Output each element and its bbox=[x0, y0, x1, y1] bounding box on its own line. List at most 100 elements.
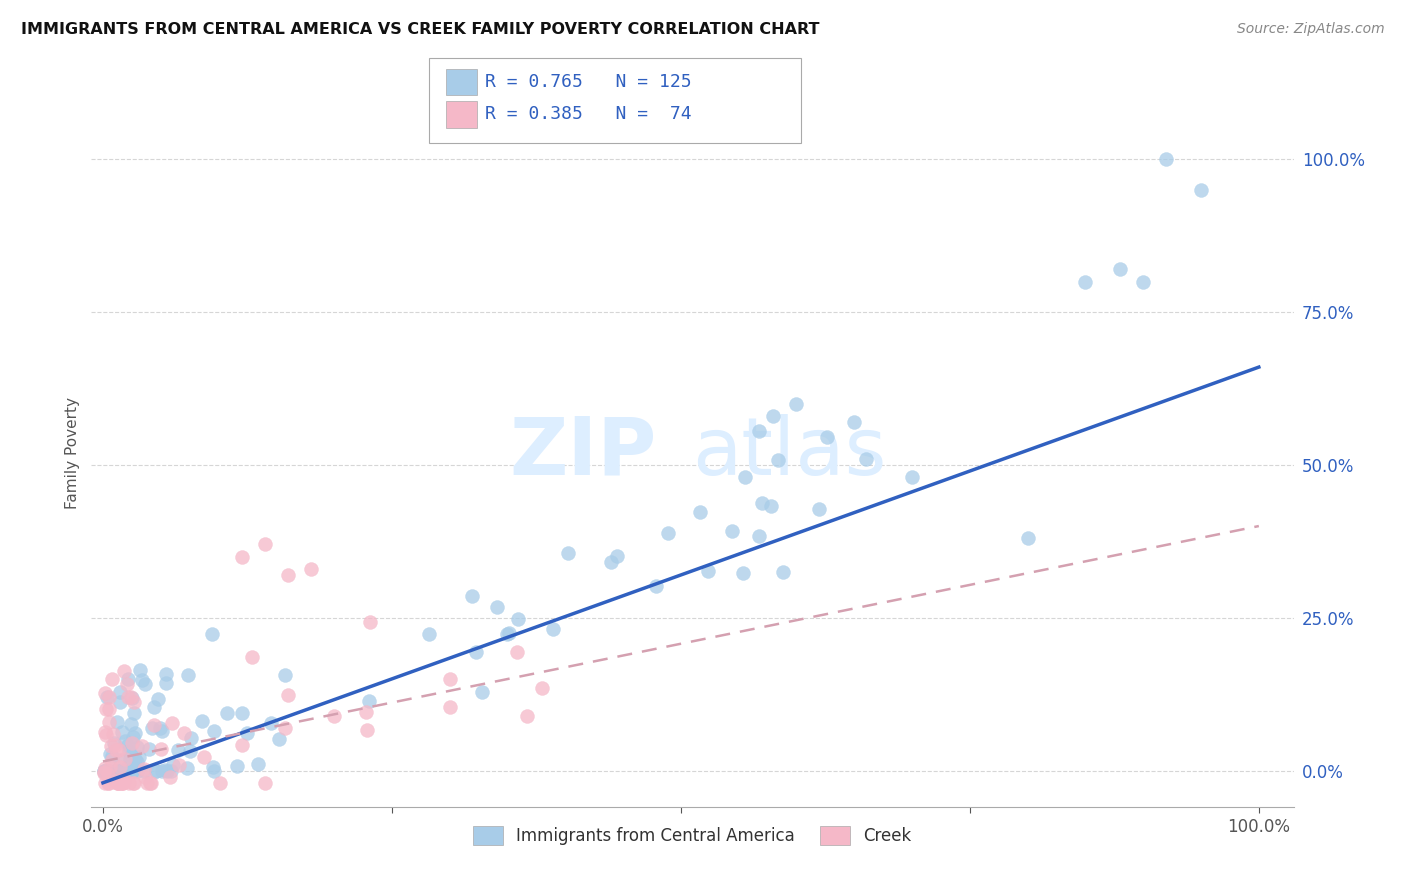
Point bbox=[901, 470, 924, 484]
Point bbox=[118, 752, 141, 766]
Point bbox=[721, 524, 744, 538]
Point bbox=[134, 770, 156, 784]
Point bbox=[122, 761, 145, 775]
Point bbox=[100, 739, 122, 753]
Point bbox=[107, 764, 129, 778]
Point bbox=[110, 760, 132, 774]
Point bbox=[139, 776, 162, 790]
Text: R = 0.765   N = 125: R = 0.765 N = 125 bbox=[485, 73, 692, 91]
Point bbox=[114, 733, 136, 747]
Point bbox=[122, 776, 145, 790]
Point bbox=[120, 690, 142, 704]
Point bbox=[855, 452, 877, 467]
Point bbox=[761, 500, 783, 514]
Text: R = 0.385   N =  74: R = 0.385 N = 74 bbox=[485, 105, 692, 123]
Point bbox=[274, 721, 297, 735]
Point bbox=[104, 764, 127, 778]
Point bbox=[169, 757, 191, 772]
Point bbox=[155, 763, 177, 777]
Point bbox=[94, 776, 117, 790]
Point bbox=[495, 627, 517, 641]
Point bbox=[155, 666, 177, 681]
Point bbox=[160, 716, 183, 731]
Point bbox=[138, 776, 160, 790]
Point bbox=[159, 770, 181, 784]
Point bbox=[110, 695, 132, 709]
Point bbox=[110, 764, 132, 778]
Point bbox=[120, 764, 142, 778]
Point bbox=[131, 673, 153, 688]
Point bbox=[231, 706, 253, 720]
Point bbox=[260, 715, 283, 730]
Point bbox=[97, 714, 120, 729]
Point bbox=[98, 764, 121, 778]
Point bbox=[103, 764, 125, 778]
Point bbox=[127, 740, 149, 755]
Y-axis label: Family Poverty: Family Poverty bbox=[65, 397, 80, 508]
Point bbox=[236, 726, 259, 740]
Point bbox=[439, 700, 461, 714]
Point bbox=[202, 764, 225, 778]
Point bbox=[103, 736, 125, 750]
Point bbox=[1109, 262, 1132, 277]
Point bbox=[357, 694, 380, 708]
Point bbox=[231, 549, 253, 564]
Point bbox=[209, 776, 232, 790]
Point bbox=[118, 776, 141, 790]
Point bbox=[253, 537, 276, 551]
Point bbox=[122, 730, 145, 744]
Point bbox=[114, 764, 136, 778]
Point bbox=[94, 761, 117, 775]
Point bbox=[215, 706, 238, 720]
Point bbox=[117, 673, 139, 687]
Point bbox=[277, 688, 299, 702]
Point bbox=[600, 555, 623, 569]
Point bbox=[274, 668, 297, 682]
Point bbox=[785, 397, 807, 411]
Point bbox=[418, 627, 440, 641]
Point bbox=[541, 622, 564, 636]
Point bbox=[96, 728, 118, 742]
Point bbox=[118, 744, 141, 758]
Point bbox=[96, 764, 118, 778]
Point bbox=[696, 564, 718, 578]
Text: ZIP: ZIP bbox=[509, 414, 657, 491]
Point bbox=[98, 747, 121, 761]
Point bbox=[104, 742, 127, 756]
Point bbox=[105, 776, 128, 790]
Point bbox=[93, 764, 115, 779]
Point bbox=[101, 748, 124, 763]
Point bbox=[121, 764, 143, 778]
Point bbox=[530, 681, 553, 696]
Point bbox=[146, 692, 169, 706]
Point bbox=[122, 706, 145, 720]
Point bbox=[159, 764, 181, 778]
Point bbox=[96, 764, 118, 778]
Legend: Immigrants from Central America, Creek: Immigrants from Central America, Creek bbox=[467, 820, 918, 852]
Point bbox=[179, 744, 201, 758]
Point bbox=[93, 765, 115, 780]
Point bbox=[117, 760, 139, 774]
Point bbox=[143, 718, 166, 732]
Point bbox=[98, 764, 121, 778]
Point bbox=[110, 773, 132, 788]
Point bbox=[506, 644, 529, 658]
Point bbox=[299, 562, 322, 576]
Point bbox=[807, 501, 830, 516]
Point bbox=[97, 702, 120, 716]
Point bbox=[94, 764, 117, 778]
Point bbox=[772, 565, 794, 579]
Point bbox=[127, 755, 149, 769]
Point bbox=[115, 677, 138, 691]
Point bbox=[734, 470, 756, 484]
Point bbox=[253, 776, 276, 790]
Point bbox=[94, 686, 117, 700]
Point bbox=[124, 726, 146, 740]
Point bbox=[107, 776, 129, 790]
Point bbox=[108, 753, 131, 767]
Point bbox=[180, 731, 202, 746]
Point bbox=[98, 760, 121, 774]
Point bbox=[96, 690, 118, 704]
Point bbox=[131, 739, 153, 754]
Point bbox=[134, 762, 156, 776]
